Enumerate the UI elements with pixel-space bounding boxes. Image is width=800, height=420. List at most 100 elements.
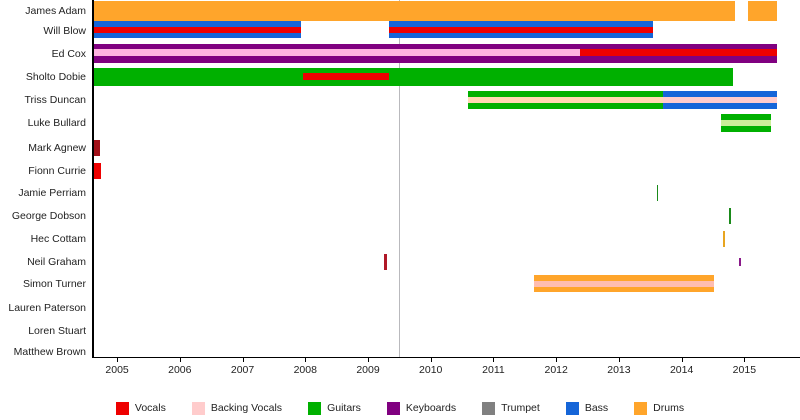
y-axis-line <box>92 0 94 358</box>
x-axis: 2005 2006 2007 2008 2009 2010 2011 2012 2013 2014… <box>92 357 800 383</box>
x-axis-tick-label: 2005 <box>105 364 129 376</box>
x-axis-tick <box>117 357 119 362</box>
y-axis-label-simon-turner: Simon Turner <box>22 278 86 290</box>
x-axis-tick-label: 2009 <box>356 364 380 376</box>
chart-legend: Vocals Backing Vocals Guitars Keyboards Trum… <box>0 396 800 420</box>
timeline-segment <box>93 49 580 56</box>
timeline-row <box>92 323 782 339</box>
x-axis-tick-label: 2011 <box>482 364 505 376</box>
x-axis-tick-label: 2012 <box>544 364 568 376</box>
y-axis-label-lauren-paterson: Lauren Paterson <box>8 302 86 314</box>
x-axis-tick-label: 2008 <box>293 364 317 376</box>
y-axis-label-hec-cottam: Hec Cottam <box>30 233 86 245</box>
timeline-row <box>92 185 782 201</box>
timeline-row <box>92 112 782 134</box>
timeline-row <box>92 89 782 111</box>
timeline-row <box>92 163 782 179</box>
legend-item-keyboards[interactable]: Keyboards <box>386 401 457 415</box>
y-axis-label-matthew-brown: Matthew Brown <box>13 345 86 358</box>
timeline-row <box>92 208 782 224</box>
x-axis-tick-label: 2007 <box>230 364 255 376</box>
x-axis-tick <box>305 357 307 362</box>
legend-label: Keyboards <box>405 402 457 414</box>
x-axis-tick <box>179 357 181 362</box>
y-axis-label-sholto-dobie: Sholto Dobie <box>25 71 86 83</box>
legend-swatch-icon <box>482 401 496 415</box>
legend-swatch-icon <box>191 401 205 415</box>
timeline-row <box>92 300 782 316</box>
legend-label: Bass <box>584 402 609 414</box>
timeline-segment <box>468 97 663 103</box>
y-axis-label-luke-bullard: Luke Bullard <box>27 117 86 129</box>
timeline-row <box>92 231 782 247</box>
x-axis-tick-label: 2006 <box>168 364 192 376</box>
legend-label: Trumpet <box>501 402 540 414</box>
timeline-segment <box>580 49 777 56</box>
timeline-row <box>92 274 782 294</box>
y-axis-label-george-dobson: George Dobson <box>11 210 86 222</box>
y-axis-label-fionn-currie: Fionn Currie <box>28 165 86 177</box>
x-axis-tick <box>242 357 244 362</box>
legend-item-trumpet[interactable]: Trumpet <box>482 401 540 415</box>
timeline-segment <box>662 97 777 103</box>
legend-label: Drums <box>653 402 685 414</box>
legend-item-drums[interactable]: Drums <box>634 401 685 415</box>
y-axis-label-jamie-perriam: Jamie Perriam <box>18 187 86 199</box>
x-axis-tick <box>493 357 495 362</box>
timeline-segment <box>93 140 100 156</box>
timeline-segment <box>656 185 659 201</box>
timeline-segment <box>739 258 742 266</box>
y-axis-label-mark-agnew: Mark Agnew <box>28 142 86 154</box>
legend-item-guitars[interactable]: Guitars <box>308 401 361 415</box>
timeline-segment <box>93 68 734 86</box>
timeline-row <box>92 140 782 156</box>
y-axis-label-ed-cox: Ed Cox <box>51 48 86 60</box>
x-axis-tick <box>368 357 369 362</box>
legend-swatch-icon <box>308 401 322 415</box>
x-axis-tick <box>556 357 558 362</box>
gridline <box>399 0 401 358</box>
timeline-segment <box>93 27 301 33</box>
legend-swatch-icon <box>115 401 129 415</box>
timeline-segment <box>303 73 389 80</box>
timeline-row <box>92 42 782 66</box>
x-axis-tick <box>618 357 620 362</box>
legend-label: Backing Vocals <box>210 402 283 414</box>
x-axis-tick-label: 2014 <box>669 364 694 376</box>
x-axis-tick <box>681 357 683 362</box>
x-axis-tick <box>744 357 746 362</box>
timeline-segment <box>747 1 777 21</box>
x-axis-tick-label: 2013 <box>607 364 631 376</box>
timeline-segment <box>93 163 101 179</box>
timeline-segment <box>720 120 771 126</box>
y-axis-label-james-adam: James Adam <box>25 5 86 17</box>
timeline-segment <box>389 27 654 33</box>
y-axis-label-triss-duncan: Triss Duncan <box>24 94 86 106</box>
timeline-segment <box>93 1 735 21</box>
y-axis-label-loren-stuart: Loren Stuart <box>28 325 86 337</box>
legend-label: Guitars <box>327 402 361 414</box>
y-axis-label-will-blow: Will Blow <box>43 25 86 37</box>
plot-area <box>92 0 782 358</box>
timeline-segment <box>384 254 387 270</box>
y-axis-labels: James Adam Will Blow Ed Cox Sholto Dobie Tri… <box>0 0 86 358</box>
legend-swatch-icon <box>565 401 579 415</box>
legend-item-backing-vocals[interactable]: Backing Vocals <box>191 401 283 415</box>
timeline-segment <box>729 208 732 224</box>
timeline-segment <box>534 281 715 287</box>
timeline-segment <box>723 231 725 247</box>
x-axis-tick-label: 2015 <box>732 364 757 376</box>
x-axis-line <box>92 357 800 358</box>
legend-item-vocals[interactable]: Vocals <box>115 401 166 415</box>
timeline-row <box>92 254 782 270</box>
legend-label: Vocals <box>134 402 166 414</box>
legend-swatch-icon <box>634 401 648 415</box>
timeline-row <box>92 1 782 21</box>
x-axis-tick <box>430 357 432 362</box>
legend-item-bass[interactable]: Bass <box>565 401 609 415</box>
legend-swatch-icon <box>386 401 400 415</box>
y-axis-label-neil-graham: Neil Graham <box>27 256 86 268</box>
timeline-row <box>92 66 782 88</box>
x-axis-tick-label: 2010 <box>419 364 443 376</box>
